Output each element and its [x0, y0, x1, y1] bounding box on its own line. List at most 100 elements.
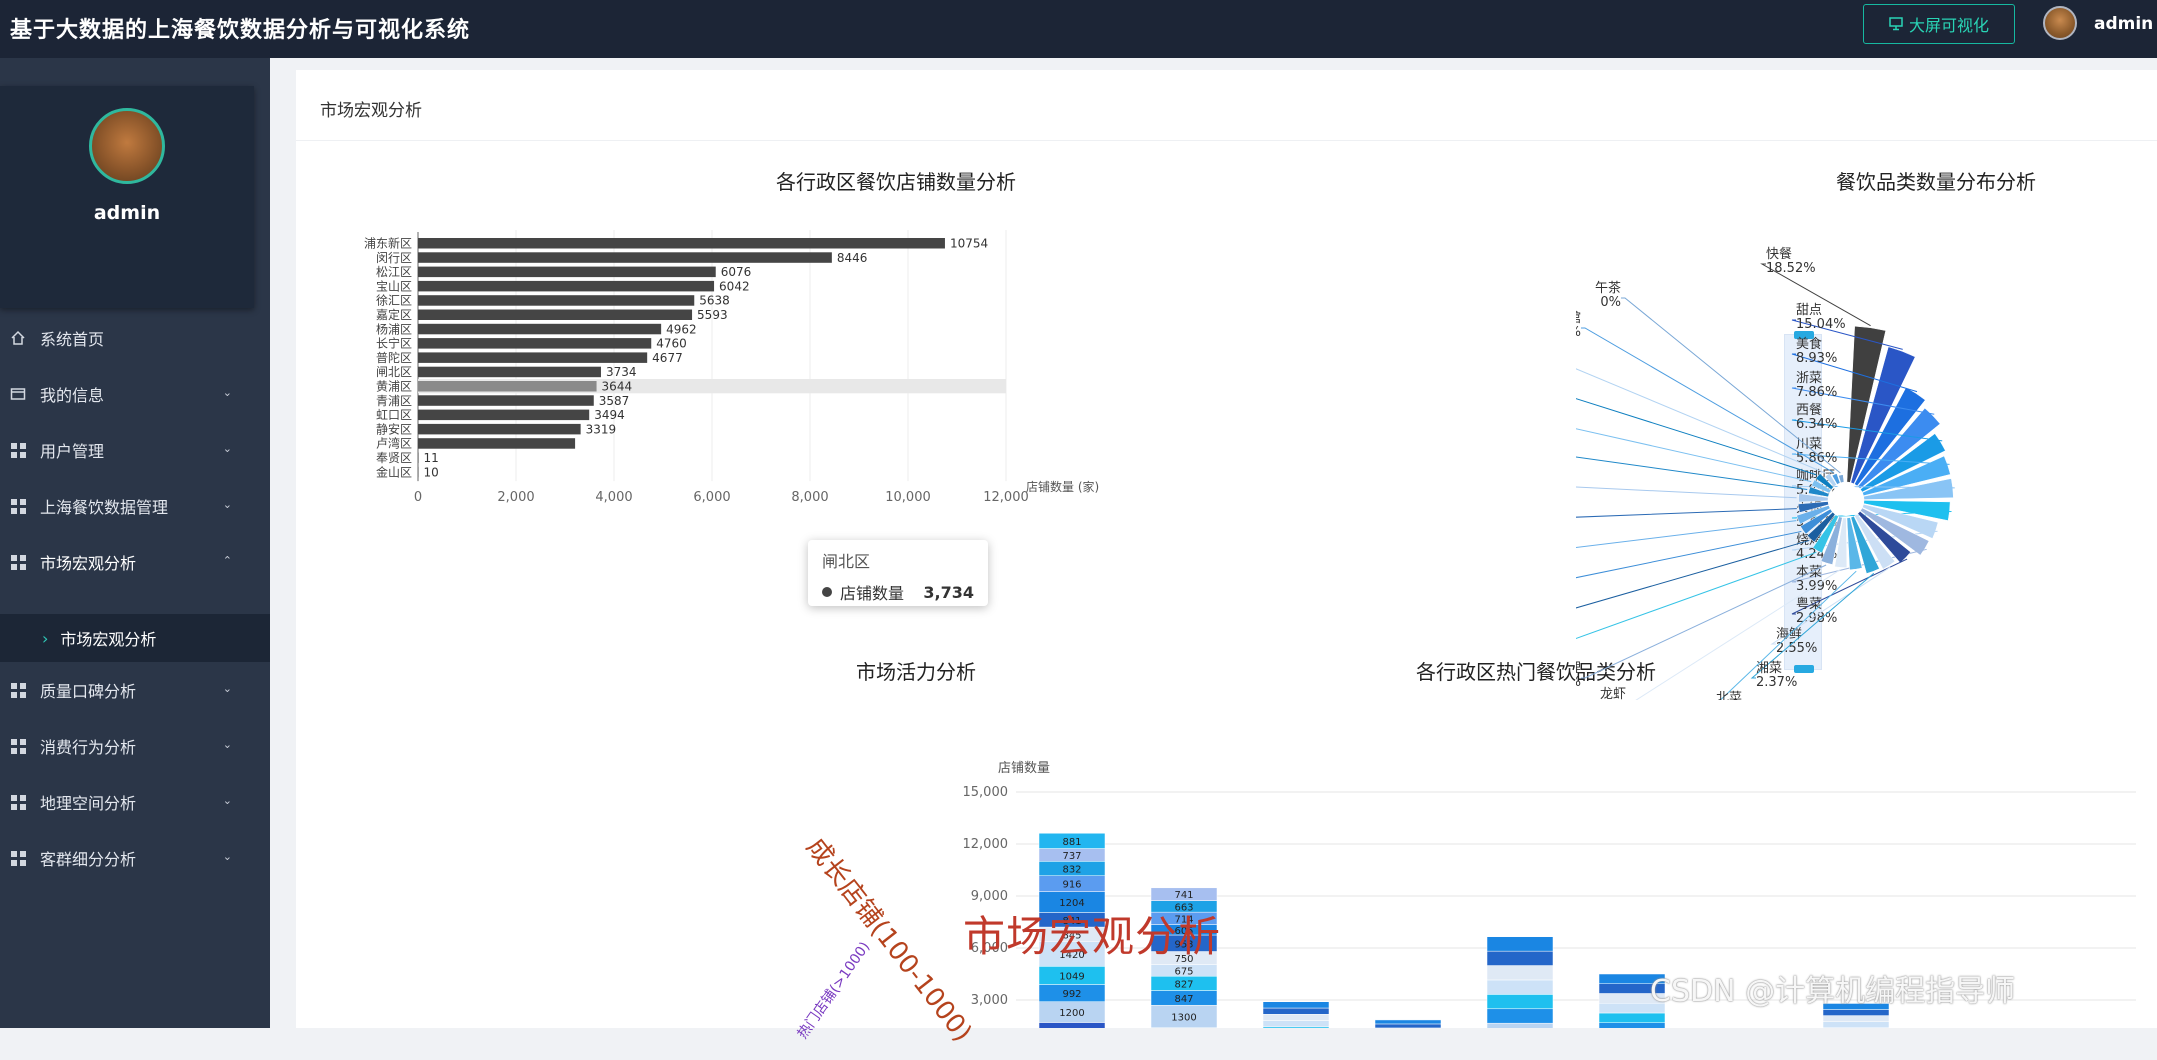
- bar-value-label: 8446: [837, 251, 868, 265]
- grid-icon: [10, 554, 26, 570]
- stack-segment-label: 737: [1062, 851, 1081, 862]
- y-tick-label: 徐汇区: [376, 293, 412, 308]
- rose-label-line: [1576, 531, 1801, 582]
- main-panel: 市场宏观分析 各行政区餐饮店铺数量分析 餐饮品类数量分布分析 市场活力分析 各行…: [296, 70, 2157, 1028]
- rose-slice-name: 快餐: [1766, 246, 1792, 262]
- grid-icon: [10, 794, 26, 810]
- breadcrumb: 市场宏观分析: [320, 96, 422, 121]
- wordcloud-word: 热门店铺(>1000): [792, 937, 874, 1042]
- stack-segment-label: 992: [1062, 989, 1081, 1000]
- rose-slice-pct: 0%: [1600, 295, 1621, 310]
- x-tick-label: 0: [414, 490, 422, 505]
- series-dot: [822, 587, 832, 597]
- x-tick-label: 12,000: [983, 490, 1029, 505]
- sidebar-item-consumption[interactable]: 消费行为分析 ⌄: [0, 718, 270, 774]
- stack-segment: [1375, 1024, 1441, 1028]
- category-chart-title: 餐饮品类数量分布分析: [1736, 166, 2136, 195]
- sidebar-item-geo[interactable]: 地理空间分析 ⌄: [0, 774, 270, 830]
- chevron-down-icon: ⌄: [223, 498, 232, 511]
- stack-segment: [1487, 1023, 1553, 1028]
- chevron-down-icon: ⌄: [223, 682, 232, 695]
- sidebar-item-home[interactable]: 系统首页: [0, 310, 270, 366]
- x-tick-label: 6,000: [693, 490, 730, 505]
- y-tick-label: 闸北区: [376, 365, 412, 379]
- bar-value-label: 4760: [656, 337, 687, 351]
- bar-value-label: 3644: [602, 380, 633, 394]
- y-tick-label: 杨浦区: [376, 321, 412, 336]
- sidebar-subitem-label: 市场宏观分析: [60, 626, 156, 650]
- sidebar-item-market[interactable]: 市场宏观分析 ⌃: [0, 534, 270, 590]
- y-tick-label: 浦东新区: [364, 236, 412, 251]
- y-tick-label: 静安区: [376, 421, 412, 436]
- sidebar-item-user-mgmt[interactable]: 用户管理 ⌄: [0, 422, 270, 478]
- stack-segment-label: 847: [1174, 994, 1193, 1005]
- stack-segment-label: 916: [1062, 880, 1081, 891]
- profile-card: admin: [0, 86, 254, 308]
- user-name[interactable]: admin: [2094, 14, 2153, 34]
- y-tick-label: 嘉定区: [376, 307, 412, 322]
- y-tick-label: 长宁区: [376, 336, 412, 351]
- grid-icon: [10, 850, 26, 866]
- rose-hole: [1830, 484, 1862, 516]
- profile-card-icon: [10, 386, 26, 402]
- bigscreen-button[interactable]: 大屏可视化: [1863, 4, 2015, 44]
- rose-label-line: [1576, 509, 1797, 518]
- grid-icon: [10, 682, 26, 698]
- sidebar-item-label: 市场宏观分析: [40, 550, 136, 574]
- bar: [418, 438, 575, 449]
- y-tick-label: 9,000: [971, 889, 1008, 904]
- divider: [296, 140, 2157, 141]
- user-avatar[interactable]: [2043, 6, 2077, 40]
- stack-segment-label: 675: [1174, 966, 1193, 977]
- stack-segment: [1487, 980, 1553, 994]
- sidebar-item-label: 地理空间分析: [40, 790, 136, 814]
- sidebar-item-my-info[interactable]: 我的信息 ⌄: [0, 366, 270, 422]
- bar-value-label: 10: [423, 465, 438, 479]
- stack-segment-label: 1200: [1059, 1008, 1084, 1019]
- rose-slice-pct: 3.99%: [1796, 579, 1837, 594]
- rose-slice-pct: 2.98%: [1796, 611, 1837, 626]
- stack-segment: [1375, 1020, 1441, 1024]
- stack-segment: [1487, 966, 1553, 980]
- sidebar-item-label: 上海餐饮数据管理: [40, 494, 168, 518]
- stack-segment-label: 1049: [1059, 971, 1084, 982]
- bar-value-label: 6076: [721, 265, 752, 279]
- rose-label-line: [1576, 540, 1809, 614]
- y-tick-label: 黄浦区: [376, 380, 412, 394]
- stack-segment: [1487, 1009, 1553, 1023]
- rose-slice-name: 美食: [1796, 336, 1822, 352]
- x-tick-label: 8,000: [791, 490, 828, 505]
- bar: [418, 324, 661, 335]
- chevron-down-icon: ⌄: [223, 442, 232, 455]
- x-tick-label: 10,000: [885, 490, 931, 505]
- rose-slice-name: 湘菜: [1756, 661, 1782, 676]
- bar-value-label: 3734: [606, 365, 637, 379]
- bar-value-label: 6042: [719, 279, 750, 293]
- y-tick-label: 12,000: [963, 837, 1009, 852]
- bar: [418, 281, 714, 292]
- bar: [418, 252, 832, 262]
- stack-segment: [1823, 1022, 1889, 1028]
- bar-value-label: 5638: [699, 294, 730, 308]
- stack-segment: [1263, 1008, 1329, 1014]
- home-icon: [10, 330, 26, 346]
- rose-label-line: [1576, 521, 1796, 550]
- bar: [418, 367, 601, 378]
- y-tick-label: 虹口区: [376, 408, 412, 422]
- district-chart-title: 各行政区餐饮店铺数量分析: [696, 166, 1096, 195]
- tooltip-row: 店铺数量 3,734: [822, 580, 974, 604]
- y-tick-label: 奉贤区: [376, 451, 412, 465]
- sidebar-item-quality[interactable]: 质量口碑分析 ⌄: [0, 662, 270, 718]
- chart-tooltip: 闸北区 店铺数量 3,734: [808, 540, 988, 606]
- bigscreen-label: 大屏可视化: [1909, 12, 1989, 36]
- app-title: 基于大数据的上海餐饮数据分析与可视化系统: [10, 12, 470, 44]
- sidebar-subitem-market-analysis[interactable]: › 市场宏观分析: [0, 614, 270, 662]
- y-tick-label: 松江区: [376, 265, 412, 279]
- stack-segment-label: 827: [1174, 979, 1193, 990]
- sidebar-item-data-mgmt[interactable]: 上海餐饮数据管理 ⌄: [0, 478, 270, 534]
- rose-slice-pct: 18.52%: [1766, 261, 1816, 276]
- sidebar-item-customer[interactable]: 客群细分分析 ⌄: [0, 830, 270, 886]
- rose-slice-name: 面馆: [1576, 311, 1581, 326]
- stack-segment-label: 1300: [1171, 1013, 1196, 1024]
